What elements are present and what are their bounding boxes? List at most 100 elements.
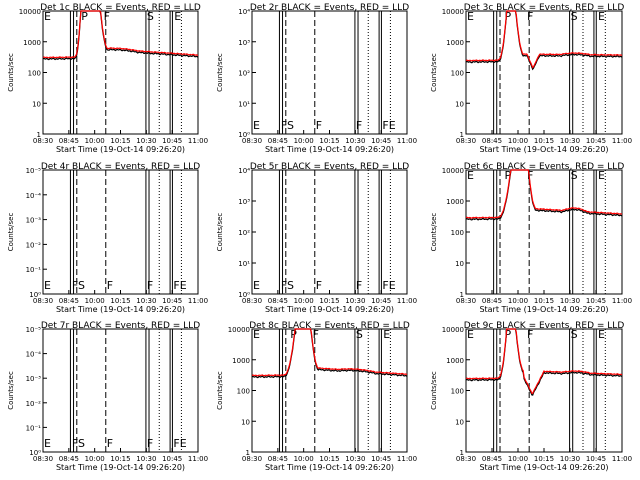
panel-9-ytick-label: 10000 [442, 326, 464, 334]
panel-3-xlabel: Start Time (19-Oct-14 09:26:20) [479, 145, 608, 154]
panel-1-xtick-label: 11:00 [188, 137, 208, 145]
panel-9-xtick-label: 08:30 [456, 455, 476, 463]
panel-3-xtick-label: 10:15 [534, 137, 554, 145]
panel-3-xtick-label: 10:30 [560, 137, 580, 145]
panel-5-xtick-label: 11:00 [397, 297, 417, 305]
panel-1-frame [42, 10, 199, 135]
panel-9-lld-line [465, 328, 623, 395]
panel-2-ytick-label: 10³ [238, 39, 250, 47]
panel-8-xtick-label: 08:30 [242, 455, 262, 463]
panel-5-xtick-label: 10:45 [371, 297, 391, 305]
panel-3-ytick-label: 100 [451, 70, 464, 78]
panel-7-ytick-label: 10⁻¹ [26, 424, 42, 432]
panel-7-title: Det 7r BLACK = Events, RED = LLD [41, 321, 200, 331]
panel-5-xtick-label: 10:30 [345, 297, 365, 305]
panel-4-flag-fs: FS [72, 279, 85, 292]
panel-4-xtick-label: 11:00 [188, 297, 208, 305]
panel-1-xlabel: Start Time (19-Oct-14 09:26:20) [56, 145, 185, 154]
panel-4-xtick-label: 10:30 [136, 297, 156, 305]
panel-4-title: Det 4r BLACK = Events, RED = LLD [41, 162, 200, 172]
panel-5-xtick-label: 10:15 [319, 297, 339, 305]
panel-7-ytick-label: 10⁻⁴ [26, 351, 42, 359]
panel-9-ytick-label: 100 [451, 388, 464, 396]
panel-5-ytick-label: 10¹ [238, 260, 250, 268]
panel-6-flag-p: P [504, 169, 511, 182]
panel-6-ytick-label: 1000 [446, 198, 464, 206]
panel-3-frame [465, 10, 623, 135]
panel-4-ylabel: Counts/sec [7, 213, 15, 252]
panel-5-flag-f: F [356, 279, 362, 292]
panel-6-ytick-label: 100 [451, 229, 464, 237]
panel-1-title: Det 1c BLACK = Events, RED = LLD [40, 3, 201, 13]
panel-8-ytick-label: 100 [237, 388, 250, 396]
panel-3-flag-f: F [527, 10, 533, 23]
panel-9-flag-s: S [571, 328, 578, 341]
panel-1-flag-p: P [81, 10, 88, 23]
panel-8-flag-e: E [383, 328, 390, 341]
panel-1-ytick-label: 10000 [19, 8, 41, 16]
panel-8-ytick-label: 1 [246, 449, 250, 457]
panel-6-xtick-label: 11:00 [612, 297, 632, 305]
panel-3-title: Det 3c BLACK = Events, RED = LLD [464, 3, 625, 13]
panel-5-xtick-label: 08:45 [268, 297, 288, 305]
panel-4-xlabel: Start Time (19-Oct-14 09:26:20) [56, 305, 185, 314]
panel-1-flag-f: F [104, 10, 110, 23]
panel-2-flag-f: F [316, 119, 322, 132]
panel-2-frame [251, 10, 408, 135]
panel-6-lld-line [465, 169, 623, 219]
panel-3-flag-e: E [598, 10, 605, 23]
panel-8-xtick-label: 10:00 [294, 455, 314, 463]
panel-2-xtick-label: 10:45 [371, 137, 391, 145]
panel-9-flag-e: E [598, 328, 605, 341]
panel-4-ytick-label: 10⁻⁵ [26, 167, 42, 175]
panel-5-flag-fe: FE [382, 279, 395, 292]
panel-9-ytick-label: 10 [455, 418, 464, 426]
panel-7-xtick-label: 10:00 [85, 455, 105, 463]
panel-7-ytick-label: 10⁻³ [26, 375, 42, 383]
panel-3-xtick-label: 08:45 [482, 137, 502, 145]
panel-7-xtick-label: 10:15 [110, 455, 130, 463]
panel-1-xtick-label: 10:30 [136, 137, 156, 145]
panel-5-ytick-label: 10⁰ [238, 291, 250, 299]
panel-8-lld-line [251, 328, 408, 377]
panel-5-xtick-label: 10:00 [294, 297, 314, 305]
panel-9-flag-p: P [504, 328, 511, 341]
panel-6-xtick-label: 10:15 [534, 297, 554, 305]
panel-4-ytick-label: 10⁻⁴ [26, 192, 42, 200]
panel-4-ytick-label: 10⁻³ [26, 217, 42, 225]
panel-8-xtick-label: 08:45 [268, 455, 288, 463]
panel-2-ytick-label: 10⁴ [238, 8, 250, 16]
panel-3-flag-e: E [467, 10, 474, 23]
panel-9-xtick-label: 11:00 [612, 455, 632, 463]
panel-1-ylabel: Counts/sec [7, 53, 15, 92]
panel-4-xtick-label: 10:45 [162, 297, 182, 305]
panel-1-xtick-label: 08:45 [59, 137, 79, 145]
panel-8-events-line [251, 328, 408, 379]
panel-5-ytick-label: 10⁴ [238, 167, 250, 175]
panel-6-events-line [465, 169, 623, 221]
panel-1-xtick-label: 10:00 [85, 137, 105, 145]
panel-4-flag-e: E [44, 279, 51, 292]
panel-9-xtick-label: 08:45 [482, 455, 502, 463]
panel-4-ytick-label: 10⁻¹ [26, 266, 42, 274]
panel-2-xtick-label: 08:45 [268, 137, 288, 145]
panel-9-flag-f: F [527, 328, 533, 341]
panel-9-ytick-label: 1 [460, 449, 464, 457]
panel-9-title: Det 9c BLACK = Events, RED = LLD [464, 321, 625, 331]
panel-6-ytick-label: 10000 [442, 167, 464, 175]
panel-2-flag-fs: FS [281, 119, 294, 132]
panel-8-ytick-label: 10000 [228, 326, 250, 334]
panel-8-ytick-label: 1000 [232, 357, 250, 365]
panel-5-title: Det 5r BLACK = Events, RED = LLD [250, 162, 409, 172]
panel-4-xtick-label: 08:30 [33, 297, 53, 305]
panel-2-title: Det 2r BLACK = Events, RED = LLD [250, 3, 409, 13]
panel-3-xtick-label: 10:45 [586, 137, 606, 145]
panel-2-ytick-label: 10⁰ [238, 131, 250, 139]
panel-7-xtick-label: 11:00 [188, 455, 208, 463]
panel-5-ylabel: Counts/sec [216, 213, 224, 252]
panel-8-xtick-label: 11:00 [397, 455, 417, 463]
panel-9-ytick-label: 1000 [446, 357, 464, 365]
panel-9-xtick-label: 10:45 [586, 455, 606, 463]
panel-3-xtick-label: 08:30 [456, 137, 476, 145]
panel-7-ylabel: Counts/sec [7, 371, 15, 410]
